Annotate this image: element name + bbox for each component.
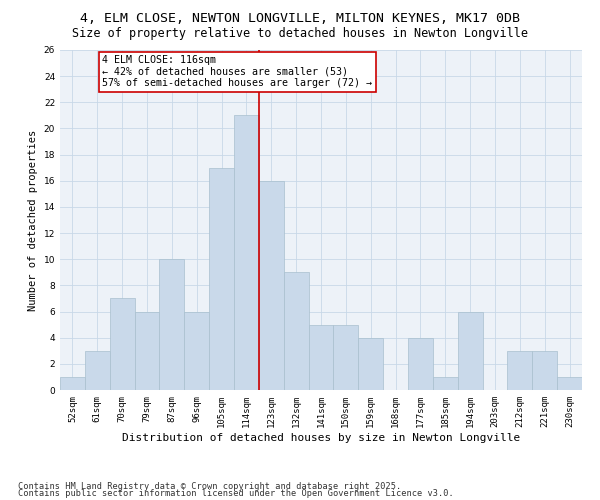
Bar: [508, 351, 532, 390]
Bar: [60, 377, 85, 390]
Text: Size of property relative to detached houses in Newton Longville: Size of property relative to detached ho…: [72, 27, 528, 40]
Bar: [408, 338, 433, 390]
Text: Contains HM Land Registry data © Crown copyright and database right 2025.: Contains HM Land Registry data © Crown c…: [18, 482, 401, 491]
Bar: [209, 168, 234, 390]
Bar: [532, 351, 557, 390]
Bar: [334, 324, 358, 390]
Bar: [284, 272, 308, 390]
Text: 4 ELM CLOSE: 116sqm
← 42% of detached houses are smaller (53)
57% of semi-detach: 4 ELM CLOSE: 116sqm ← 42% of detached ho…: [102, 55, 372, 88]
Bar: [160, 259, 184, 390]
Bar: [85, 351, 110, 390]
Bar: [234, 116, 259, 390]
Bar: [433, 377, 458, 390]
Bar: [259, 181, 284, 390]
Bar: [110, 298, 134, 390]
X-axis label: Distribution of detached houses by size in Newton Longville: Distribution of detached houses by size …: [122, 432, 520, 442]
Y-axis label: Number of detached properties: Number of detached properties: [28, 130, 38, 310]
Bar: [458, 312, 482, 390]
Text: Contains public sector information licensed under the Open Government Licence v3: Contains public sector information licen…: [18, 489, 454, 498]
Bar: [557, 377, 582, 390]
Bar: [184, 312, 209, 390]
Bar: [308, 324, 334, 390]
Bar: [134, 312, 160, 390]
Bar: [358, 338, 383, 390]
Text: 4, ELM CLOSE, NEWTON LONGVILLE, MILTON KEYNES, MK17 0DB: 4, ELM CLOSE, NEWTON LONGVILLE, MILTON K…: [80, 12, 520, 24]
